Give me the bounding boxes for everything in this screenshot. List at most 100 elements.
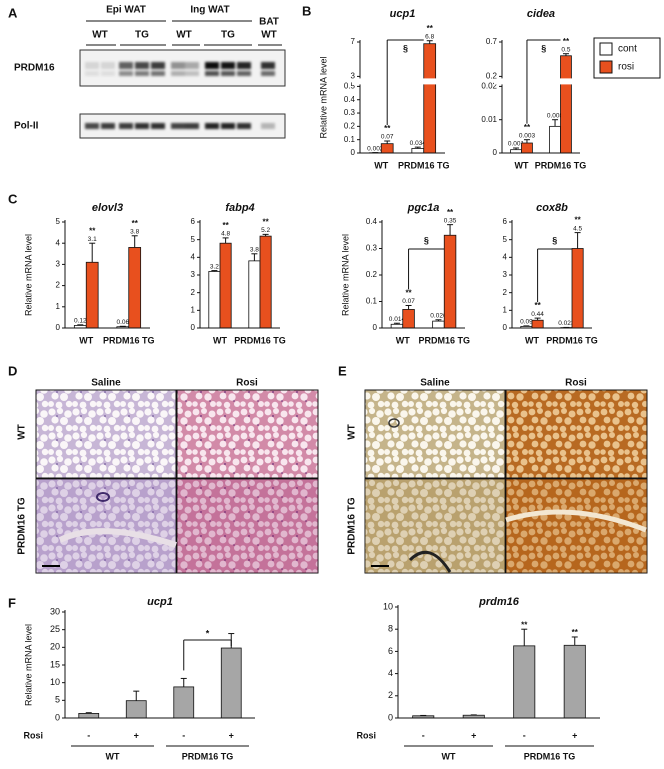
x-tick-label: - xyxy=(182,730,185,740)
septum xyxy=(505,509,647,533)
bracket-label: § xyxy=(424,235,429,245)
panel-label: D xyxy=(8,363,17,378)
row-label: PRDM16 TG xyxy=(17,497,28,554)
bar xyxy=(531,319,544,329)
significance-mark: ** xyxy=(521,620,528,629)
y-tick-label: 0 xyxy=(503,323,508,332)
y-tick-label: 0.7 xyxy=(486,37,498,46)
y-tick-label: 0.1 xyxy=(344,135,356,144)
blot-lane: TG xyxy=(135,30,149,41)
blot-lane: WT xyxy=(176,30,192,41)
band xyxy=(261,62,275,69)
blot-lane: TG xyxy=(221,30,235,41)
y-tick-label: 3 xyxy=(503,270,508,279)
x-tick-label: - xyxy=(422,730,425,740)
band xyxy=(119,62,133,69)
value-label: 0.014 xyxy=(389,316,406,323)
y-tick-label: 1 xyxy=(503,305,508,314)
chart-title: ucp1 xyxy=(390,8,416,20)
panel-label: E xyxy=(338,363,347,378)
bar xyxy=(208,271,221,329)
y-tick-label: 6 xyxy=(191,217,196,226)
value-label: 0.5 xyxy=(561,46,570,53)
micrograph xyxy=(35,478,177,574)
y-tick-label: 0.4 xyxy=(344,95,356,104)
y-tick-label: 2 xyxy=(56,281,61,290)
micrograph xyxy=(176,389,319,479)
y-tick-label: 15 xyxy=(50,659,60,669)
band xyxy=(185,123,199,129)
y-tick-label: 3 xyxy=(56,260,61,269)
y-tick-label: 0.5 xyxy=(344,82,356,91)
value-label: 0.026 xyxy=(430,313,447,320)
significance-mark: ** xyxy=(384,124,391,133)
x-tick-label: PRDM16 TG xyxy=(398,160,450,170)
legend-swatch xyxy=(599,42,613,56)
blot-row: PRDM16 xyxy=(14,63,55,74)
chart-title: elovl3 xyxy=(92,202,123,214)
y-tick-label: 0 xyxy=(493,148,498,157)
value-label: 6.8 xyxy=(425,33,434,40)
x-tick-label: PRDM16 TG xyxy=(546,335,598,345)
y-tick-label: 4 xyxy=(191,252,196,261)
x-tick-label: WT xyxy=(374,160,388,170)
x-tick-label: WT xyxy=(525,335,539,345)
row-label: Rosi xyxy=(356,730,376,740)
bar xyxy=(380,143,394,154)
y-tick-label: 6 xyxy=(503,217,508,226)
column-label: Rosi xyxy=(236,378,258,389)
y-tick-label: 0 xyxy=(55,712,60,722)
value-label: 3.8 xyxy=(130,228,139,235)
row-label: WT xyxy=(347,424,358,440)
bar xyxy=(513,645,536,719)
stain-overlay xyxy=(365,479,505,573)
value-label: 0.07 xyxy=(381,134,394,141)
bar xyxy=(549,125,561,154)
band xyxy=(119,71,133,76)
y-tick-label: 8 xyxy=(388,624,393,634)
y-tick-label: 0 xyxy=(388,712,393,722)
vessel xyxy=(96,492,110,502)
y-tick-label: 10 xyxy=(50,677,60,687)
significance-mark: ** xyxy=(262,217,269,226)
value-label: 3.1 xyxy=(88,236,97,243)
value-label: 0.35 xyxy=(444,217,457,224)
y-axis-label: Relative mRNA level xyxy=(340,234,350,316)
value-label: 0.001 xyxy=(508,141,525,148)
panel-label: A xyxy=(8,5,18,20)
y-axis-label: Relative mRNA level xyxy=(23,624,33,706)
significance-mark: ** xyxy=(524,123,531,132)
axis-break xyxy=(494,78,582,85)
y-tick-label: 3 xyxy=(351,72,356,81)
y-axis-label: Relative mRNA level xyxy=(318,56,328,138)
legend-label: rosi xyxy=(618,62,634,73)
y-tick-label: 0.3 xyxy=(366,244,378,253)
significance-mark: ** xyxy=(534,301,541,310)
x-tick-label: WT xyxy=(515,160,529,170)
y-tick-label: 5 xyxy=(191,235,196,244)
y-tick-label: 30 xyxy=(50,606,60,616)
micrograph xyxy=(35,389,177,479)
y-tick-label: 2 xyxy=(503,288,508,297)
bar xyxy=(259,235,272,329)
y-tick-label: 0 xyxy=(56,323,61,332)
chart-title: cox8b xyxy=(536,202,568,214)
blot-group: Epi WAT xyxy=(106,5,146,16)
y-tick-label: 0.2 xyxy=(366,270,378,279)
row-label: Rosi xyxy=(23,730,43,740)
band xyxy=(151,71,165,76)
value-label: 3.8 xyxy=(250,247,259,254)
band xyxy=(85,71,99,76)
x-tick-label: WT xyxy=(213,335,227,345)
blot-lane: WT xyxy=(92,30,108,41)
significance-mark: ** xyxy=(572,628,579,637)
bar xyxy=(128,247,142,329)
axis-break xyxy=(352,78,447,85)
band xyxy=(101,123,115,129)
vessel xyxy=(408,550,452,573)
column-label: Rosi xyxy=(565,378,587,389)
bar xyxy=(443,234,457,329)
bar xyxy=(78,713,100,719)
significance-mark: ** xyxy=(447,208,454,217)
panel-label: B xyxy=(302,3,311,18)
